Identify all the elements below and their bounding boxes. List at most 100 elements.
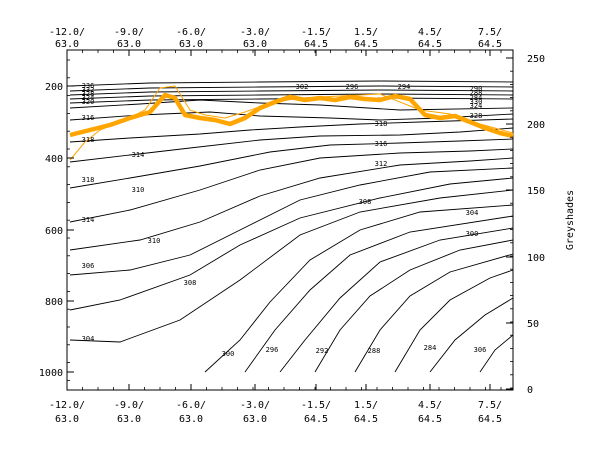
left-tick-label: 1000 xyxy=(39,368,63,379)
top-tick-label-line2: 64.5 xyxy=(418,39,442,50)
contour-label: 284 xyxy=(470,94,483,102)
contour-line xyxy=(69,89,514,96)
contour-line xyxy=(69,93,514,100)
orange-thick-line xyxy=(69,92,514,139)
right-tick-label: 100 xyxy=(527,253,545,264)
bottom-tick-label-line1: -9.0/ xyxy=(114,400,144,411)
contour-label: 318 xyxy=(82,136,95,144)
contour-label: 318 xyxy=(82,176,95,184)
left-tick-label: 800 xyxy=(45,297,63,308)
right-axis: 250 200 150 100 50 0 xyxy=(506,54,545,396)
contour-label: 332 xyxy=(82,86,95,94)
contour-line xyxy=(69,99,514,111)
bottom-tick-label-line1: 4.5/ xyxy=(418,400,442,411)
contour-label: 294 xyxy=(398,83,411,91)
bottom-tick-label-line1: -12.0/ xyxy=(49,400,85,411)
top-tick-label-line1: -9.0/ xyxy=(114,27,144,38)
contour-line xyxy=(204,204,514,373)
contour-label: 330 xyxy=(470,98,483,106)
contour-line xyxy=(69,177,514,311)
left-tick-label: 600 xyxy=(45,226,63,237)
contour-line xyxy=(429,297,514,373)
contour-label: 296 xyxy=(346,83,359,91)
contour-label: 310 xyxy=(132,186,145,194)
contour-label: 316 xyxy=(82,114,95,122)
top-tick-label-line1: -3.0/ xyxy=(240,27,270,38)
contour-label: 310 xyxy=(148,237,161,245)
contour-label: 320 xyxy=(82,98,95,106)
bottom-tick-label-line2: 64.5 xyxy=(304,414,328,425)
contour-label: 324 xyxy=(470,102,483,110)
right-tick-label: 250 xyxy=(527,54,545,65)
bottom-tick-label-line1: 7.5/ xyxy=(478,400,502,411)
bottom-tick-label-line1: -6.0/ xyxy=(176,400,206,411)
contour-line xyxy=(69,189,514,343)
top-tick-label-line2: 63.0 xyxy=(117,39,141,50)
top-tick-label-line1: 4.5/ xyxy=(418,27,442,38)
bottom-tick-label-line1: 1.5/ xyxy=(354,400,378,411)
contour-label: 284 xyxy=(424,344,437,352)
top-tick-label-line2: 63.0 xyxy=(179,39,203,50)
contour-label: 292 xyxy=(316,347,329,355)
contour-label: 314 xyxy=(132,151,145,159)
contour-line xyxy=(69,85,514,92)
contour-label: 304 xyxy=(82,335,95,343)
contour-line xyxy=(69,148,514,223)
contour-line xyxy=(69,127,514,163)
left-tick-label: 400 xyxy=(45,154,63,165)
contour-label: 300 xyxy=(222,350,235,358)
contour-label: 288 xyxy=(368,347,381,355)
bottom-tick-label-line2: 64.5 xyxy=(418,414,442,425)
contour-line xyxy=(69,118,514,143)
bottom-tick-label-line2: 63.0 xyxy=(55,414,79,425)
bottom-tick-label-line2: 63.0 xyxy=(243,414,267,425)
contour-line xyxy=(69,80,514,87)
right-tick-label: 150 xyxy=(527,186,545,197)
bottom-tick-label-line2: 63.0 xyxy=(179,414,203,425)
top-tick-label-line1: 1.5/ xyxy=(354,27,378,38)
contour-label: 302 xyxy=(296,83,309,91)
contour-label: 304 xyxy=(466,209,479,217)
top-tick-label-line1: -12.0/ xyxy=(49,27,85,38)
top-axis: -12.0/63.0-9.0/63.0-6.0/63.0-3.0/63.0-1.… xyxy=(49,27,502,56)
contour-line xyxy=(69,111,514,121)
top-tick-label-line1: -1.5/ xyxy=(301,27,331,38)
left-tick-label: 200 xyxy=(45,82,63,93)
contour-line xyxy=(69,167,514,276)
right-tick-label: 0 xyxy=(527,385,533,396)
contour-label: 328 xyxy=(470,112,483,120)
contour-lines xyxy=(69,80,514,373)
contour-line xyxy=(354,253,514,373)
y2-axis-label: Greyshades xyxy=(565,190,576,250)
contour-label: 318 xyxy=(375,120,388,128)
contour-line xyxy=(479,334,514,373)
orange-greyshade-lines xyxy=(69,85,514,161)
contour-labels: 3363323283243203163183143183103143103063… xyxy=(82,82,487,358)
contour-label: 316 xyxy=(375,140,388,148)
contour-line xyxy=(69,97,514,104)
contour-label: 336 xyxy=(82,82,95,90)
top-tick-label-line1: 7.5/ xyxy=(478,27,502,38)
contour-label: 308 xyxy=(184,279,197,287)
contour-label: 296 xyxy=(266,346,279,354)
bottom-tick-label-line2: 64.5 xyxy=(354,414,378,425)
contour-label: 290 xyxy=(470,85,483,93)
contour-label: 300 xyxy=(466,230,479,238)
left-axis: 200 400 600 800 1000 xyxy=(39,59,74,381)
top-tick-label-line1: -6.0/ xyxy=(176,27,206,38)
bottom-tick-label-line2: 63.0 xyxy=(117,414,141,425)
contour-line xyxy=(244,215,514,373)
top-tick-label-line2: 64.5 xyxy=(304,39,328,50)
contour-line xyxy=(69,157,514,251)
top-tick-label-line2: 64.5 xyxy=(354,39,378,50)
contour-label: 314 xyxy=(82,216,95,224)
right-tick-label: 50 xyxy=(527,319,539,330)
bottom-tick-label-line1: -1.5/ xyxy=(301,400,331,411)
bottom-tick-label-line2: 64.5 xyxy=(478,414,502,425)
contour-label: 306 xyxy=(474,346,487,354)
contour-label: 308 xyxy=(359,198,372,206)
contour-label: 288 xyxy=(470,89,483,97)
contour-label: 324 xyxy=(82,94,95,102)
contour-line xyxy=(394,269,514,373)
top-tick-label-line2: 63.0 xyxy=(243,39,267,50)
